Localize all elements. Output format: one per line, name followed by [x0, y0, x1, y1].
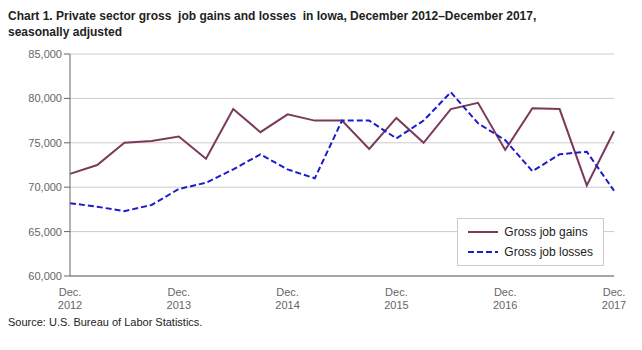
svg-text:70,000: 70,000	[28, 181, 62, 193]
svg-text:Dec.2016: Dec.2016	[493, 286, 517, 311]
svg-text:Dec.2014: Dec.2014	[275, 286, 299, 311]
svg-text:Dec.2012: Dec.2012	[58, 286, 82, 311]
html-text:Gross job losses: Gross job losses	[504, 245, 593, 259]
svg-text:85,000: 85,000	[28, 48, 62, 60]
svg-text:Dec.2013: Dec.2013	[167, 286, 191, 311]
svg-text:65,000: 65,000	[28, 226, 62, 238]
html-text:Gross job gains: Gross job gains	[504, 225, 588, 239]
svg-text:60,000: 60,000	[28, 270, 62, 282]
svg-text:75,000: 75,000	[28, 137, 62, 149]
svg-text:80,000: 80,000	[28, 92, 62, 104]
html-text:Source: U.S. Bureau of Labor S: Source: U.S. Bureau of Labor Statistics.	[8, 316, 203, 328]
svg-text:Dec.2015: Dec.2015	[384, 286, 408, 311]
html-text:Chart 1. Private sector gross: Chart 1. Private sector gross job gains …	[8, 9, 537, 23]
svg-text:Dec.2017: Dec.2017	[602, 286, 626, 311]
html-text:seasonally adjusted: seasonally adjusted	[8, 25, 122, 39]
